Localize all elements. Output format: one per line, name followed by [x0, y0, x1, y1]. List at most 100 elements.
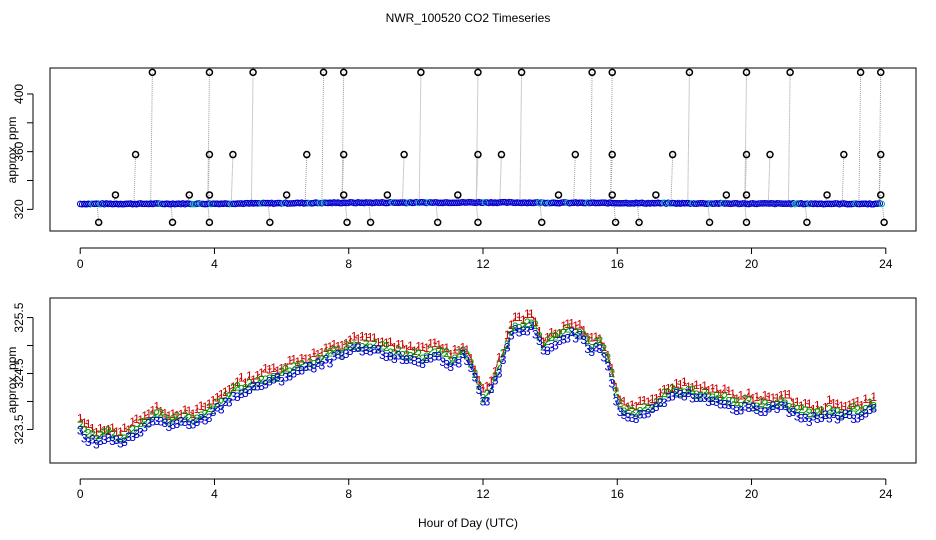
- series-2-marker: 2: [713, 389, 720, 403]
- series-3-marker: 3: [298, 363, 305, 377]
- bottom-y-tick-label: 323.5: [12, 414, 26, 444]
- series-3-marker: 3: [161, 416, 168, 430]
- series-2-marker: 2: [782, 397, 789, 411]
- spike-point: [148, 68, 157, 77]
- series-3-marker: 3: [790, 405, 797, 419]
- series-1-marker: 1: [842, 400, 849, 414]
- series-1-marker: 1: [685, 380, 692, 394]
- series-1-marker: 1: [218, 388, 225, 402]
- series-3-marker: 3: [451, 354, 458, 368]
- series-2-marker: 2: [588, 342, 595, 356]
- series-1-marker: 1: [355, 332, 362, 346]
- baseline-point: [846, 200, 853, 208]
- top-y-tick-label: 400: [12, 84, 26, 104]
- series-1-marker: 1: [194, 402, 201, 416]
- series-2-marker: 2: [145, 415, 152, 429]
- series-3-marker: 3: [89, 433, 96, 447]
- series-1-marker: 1: [129, 415, 136, 429]
- series-3-marker: 3: [375, 342, 382, 356]
- series-2-marker: 2: [290, 360, 297, 374]
- bottom-x-tick-label: 4: [211, 487, 218, 501]
- series-3-marker: 3: [556, 334, 563, 348]
- series-3-marker: 3: [504, 340, 511, 354]
- series-1-marker: 1: [798, 399, 805, 413]
- series-2-marker: 2: [709, 391, 716, 405]
- series-2-marker: 2: [355, 340, 362, 354]
- series-2-marker: 2: [367, 341, 374, 355]
- series-2-marker: 2: [472, 367, 479, 381]
- series-1-marker: 1: [609, 361, 616, 375]
- series-2-marker: 2: [455, 347, 462, 361]
- series-3-marker: 3: [758, 405, 765, 419]
- series-1-marker: 1: [697, 381, 704, 395]
- bottom-x-tick-label: 16: [611, 487, 625, 501]
- spike-point: [185, 191, 194, 199]
- series-3-marker: 3: [455, 356, 462, 370]
- series-3-marker: 3: [580, 333, 587, 347]
- spike-point: [742, 150, 751, 159]
- series-1-marker: 1: [504, 328, 511, 342]
- series-2-marker: 2: [460, 344, 467, 358]
- series-3-marker: 3: [665, 391, 672, 405]
- series-1-marker: 1: [492, 365, 499, 379]
- series-1-marker: 1: [403, 343, 410, 357]
- spike-connector: [878, 154, 882, 204]
- spike-connector: [878, 194, 882, 204]
- series-1-marker: 1: [222, 385, 229, 399]
- series-1-marker: 1: [754, 390, 761, 404]
- series-1-marker: 1: [97, 422, 104, 436]
- series-1-marker: 1: [298, 351, 305, 365]
- series-1-marker: 1: [758, 393, 765, 407]
- series-2-marker: 2: [129, 423, 136, 437]
- spike-point: [554, 191, 563, 199]
- series-3-marker: 3: [774, 402, 781, 416]
- series-3-marker: 3: [137, 425, 144, 439]
- series-3-marker: 3: [286, 369, 293, 383]
- series-1-marker: 1: [576, 317, 583, 331]
- spike-point: [497, 150, 506, 159]
- series-1-marker: 1: [282, 360, 289, 374]
- series-1-marker: 1: [226, 382, 233, 396]
- series-2-marker: 2: [85, 426, 92, 440]
- spike-point: [339, 68, 348, 77]
- series-1-marker: 1: [834, 397, 841, 411]
- series-1-marker: 1: [665, 382, 672, 396]
- spike-point: [205, 191, 214, 199]
- spike-point: [608, 150, 616, 159]
- series-3-marker: 3: [266, 374, 273, 388]
- series-2-marker: 2: [496, 359, 503, 373]
- series-1-marker: 1: [725, 384, 732, 398]
- series-3-marker: 3: [258, 379, 265, 393]
- series-1-marker: 1: [701, 379, 708, 393]
- series-2-marker: 2: [729, 395, 736, 409]
- top-y-tick-label: 320: [12, 199, 26, 219]
- series-3-marker: 3: [476, 383, 483, 397]
- series-2-marker: 2: [705, 390, 712, 404]
- series-2-marker: 2: [89, 427, 96, 441]
- series-1-marker: 1: [371, 331, 378, 345]
- series-1-marker: 1: [858, 398, 865, 412]
- spike-point: [668, 150, 677, 159]
- spike-connector: [385, 194, 388, 203]
- series-3-marker: 3: [548, 341, 555, 355]
- series-1-marker: 1: [774, 391, 781, 405]
- series-1-marker: 1: [242, 376, 249, 390]
- series-3-marker: 3: [617, 405, 624, 419]
- series-2-marker: 2: [363, 337, 370, 351]
- series-1-marker: 1: [572, 319, 579, 333]
- series-3-marker: 3: [419, 357, 426, 371]
- series-2-marker: 2: [858, 404, 865, 418]
- series-3-marker: 3: [210, 405, 217, 419]
- spike-point: [343, 218, 351, 227]
- series-2-marker: 2: [689, 383, 696, 397]
- series-3-marker: 3: [838, 409, 845, 423]
- series-2-marker: 2: [605, 351, 612, 365]
- series-2-marker: 2: [721, 390, 728, 404]
- series-2-marker: 2: [669, 382, 676, 396]
- series-3-marker: 3: [842, 407, 849, 421]
- series-2-marker: 2: [391, 347, 398, 361]
- series-3-marker: 3: [733, 404, 740, 418]
- series-2-marker: 2: [544, 334, 551, 348]
- series-3-marker: 3: [641, 407, 648, 421]
- series-1-marker: 1: [270, 361, 277, 375]
